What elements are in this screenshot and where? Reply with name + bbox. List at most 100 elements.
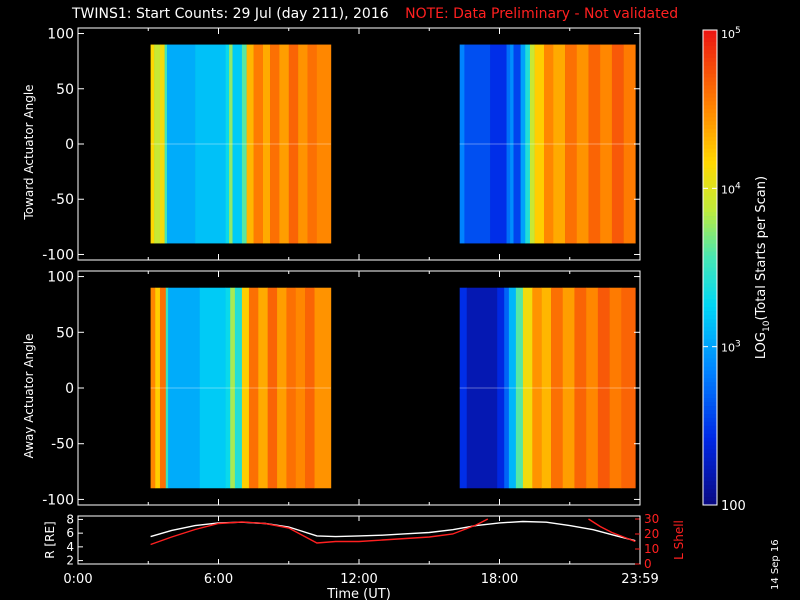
top-column — [565, 44, 578, 244]
middle-column — [305, 287, 315, 489]
colorbar-segment — [703, 342, 717, 348]
colorbar-segment — [703, 61, 717, 67]
colorbar-segment — [703, 121, 717, 126]
top-column — [159, 44, 165, 244]
colorbar-segment — [703, 160, 717, 165]
colorbar-segment — [703, 318, 717, 324]
top-column — [520, 44, 526, 244]
colorbar-segment — [703, 73, 717, 78]
colorbar-segment — [703, 243, 717, 249]
time-xtick-label: 18:00 — [481, 572, 518, 587]
top-ytick-label: -50 — [51, 192, 74, 208]
colorbar-segment — [703, 85, 717, 90]
colorbar-segment — [703, 208, 717, 213]
colorbar-segment — [703, 386, 717, 391]
middle-column — [532, 287, 542, 489]
colorbar-segment — [703, 227, 717, 233]
plot-title: TWINS1: Start Counts: 29 Jul (day 211), … — [72, 6, 678, 22]
middle-column — [459, 287, 468, 489]
top-column — [534, 44, 545, 244]
top-column — [270, 44, 280, 244]
colorbar-segment — [703, 493, 717, 498]
colorbar-segment — [703, 322, 717, 328]
colorbar-segment — [703, 334, 717, 340]
middle-ytick-label: 50 — [56, 325, 74, 341]
colorbar-segment — [703, 247, 717, 253]
top-column — [262, 44, 271, 244]
time-xtick-label: 0:00 — [63, 572, 92, 587]
r-ytick-label: 4 — [66, 540, 74, 554]
colorbar-segment — [703, 362, 717, 367]
colorbar-segment — [703, 382, 717, 387]
top-column — [253, 44, 264, 244]
colorbar-segment — [703, 346, 717, 352]
colorbar-segment — [703, 279, 717, 284]
colorbar-segment — [703, 223, 717, 229]
top-column — [232, 44, 243, 244]
top-column — [588, 44, 601, 244]
colorbar-segment — [703, 425, 717, 431]
colorbar-segment — [703, 406, 717, 411]
title-note: NOTE: Data Preliminary - Not validated — [405, 6, 679, 22]
colorbar-segment — [703, 390, 717, 395]
colorbar-frame — [702, 29, 718, 506]
colorbar-segment — [703, 97, 717, 102]
middle-column — [295, 287, 306, 489]
colorbar-segment — [703, 37, 717, 43]
colorbar-segment — [703, 204, 717, 209]
lshell-ytick-label: 30 — [644, 512, 659, 526]
top-column — [623, 44, 636, 244]
colorbar-segment — [703, 144, 717, 150]
colorbar-segment — [703, 429, 717, 435]
colorbar-segment — [703, 378, 717, 383]
colorbar-segment — [703, 81, 717, 86]
top-column — [241, 44, 247, 244]
top-column — [288, 44, 299, 244]
colorbar-segment — [703, 374, 717, 379]
colorbar-segment — [703, 453, 717, 458]
colorbar-segment — [703, 287, 717, 292]
top-column — [150, 44, 155, 244]
colorbar-segment — [703, 140, 717, 146]
middle-column — [609, 287, 622, 489]
middle-column — [155, 287, 161, 489]
top-column — [464, 44, 491, 244]
colorbar-segment — [703, 307, 717, 312]
top-column — [490, 44, 507, 244]
colorbar-label: LOG10(Total Starts per Scan) — [754, 176, 772, 359]
colorbar-segment — [703, 200, 717, 205]
top-column — [611, 44, 624, 244]
middle-column — [277, 287, 287, 489]
r-axis-label: R [RE] — [43, 521, 57, 558]
colorbar-segment — [703, 350, 717, 355]
colorbar-segment — [703, 295, 717, 300]
top-column — [459, 44, 465, 244]
colorbar-segment — [703, 239, 717, 245]
colorbar-segment — [703, 259, 717, 264]
title-main: TWINS1: Start Counts: 29 Jul (day 211), … — [72, 6, 389, 22]
colorbar-segment — [703, 410, 717, 415]
colorbar-segment — [703, 113, 717, 118]
middle-ytick-label: 100 — [47, 270, 74, 286]
top-column — [600, 44, 613, 244]
l-shell-line — [150, 518, 489, 546]
top-column — [553, 44, 566, 244]
colorbar-tick-label: 100 — [721, 499, 746, 514]
colorbar-segment — [703, 283, 717, 288]
colorbar-segment — [703, 89, 717, 94]
middle-column — [314, 287, 332, 489]
colorbar-segment — [703, 156, 717, 162]
lshell-ytick-label: 20 — [644, 527, 659, 541]
time-xtick-label: 6:00 — [204, 572, 233, 587]
middle-column — [621, 287, 636, 489]
colorbar-segment — [703, 481, 717, 486]
middle-column — [508, 287, 517, 489]
middle-column — [258, 287, 268, 489]
middle-column — [522, 287, 533, 489]
top-column — [154, 44, 161, 244]
colorbar-segment — [703, 251, 717, 257]
r-distance-line — [150, 520, 636, 542]
colorbar-segment — [703, 93, 717, 98]
colorbar-segment — [703, 101, 717, 106]
